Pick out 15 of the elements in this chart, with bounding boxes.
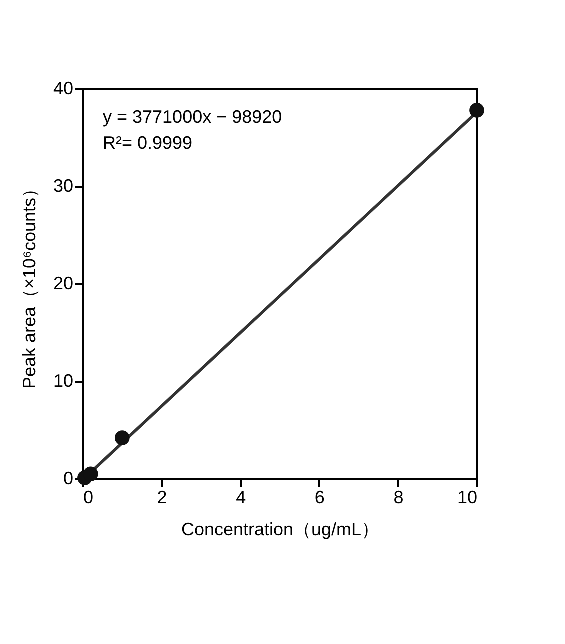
- y-tick-label: 0: [63, 468, 74, 488]
- x-tick-label: 2: [157, 488, 168, 508]
- x-axis-title: Concentration（ug/mL）: [181, 520, 380, 540]
- x-tick-label: 10: [457, 488, 478, 508]
- annotation: y = 3771000x − 98920: [103, 107, 282, 127]
- x-tick-label: 8: [394, 488, 404, 508]
- y-tick-label: 20: [53, 274, 74, 294]
- x-tick-label: 6: [314, 488, 325, 508]
- y-tick-label: 40: [53, 78, 74, 98]
- x-tick-label: 0: [84, 488, 94, 508]
- x-tick-label: 4: [236, 488, 246, 508]
- y-axis-title: Peak area（×10⁶counts）: [19, 180, 40, 390]
- y-tick-label: 10: [53, 371, 74, 391]
- y-tick-label: 30: [53, 176, 74, 196]
- annotation: R²= 0.9999: [103, 133, 193, 153]
